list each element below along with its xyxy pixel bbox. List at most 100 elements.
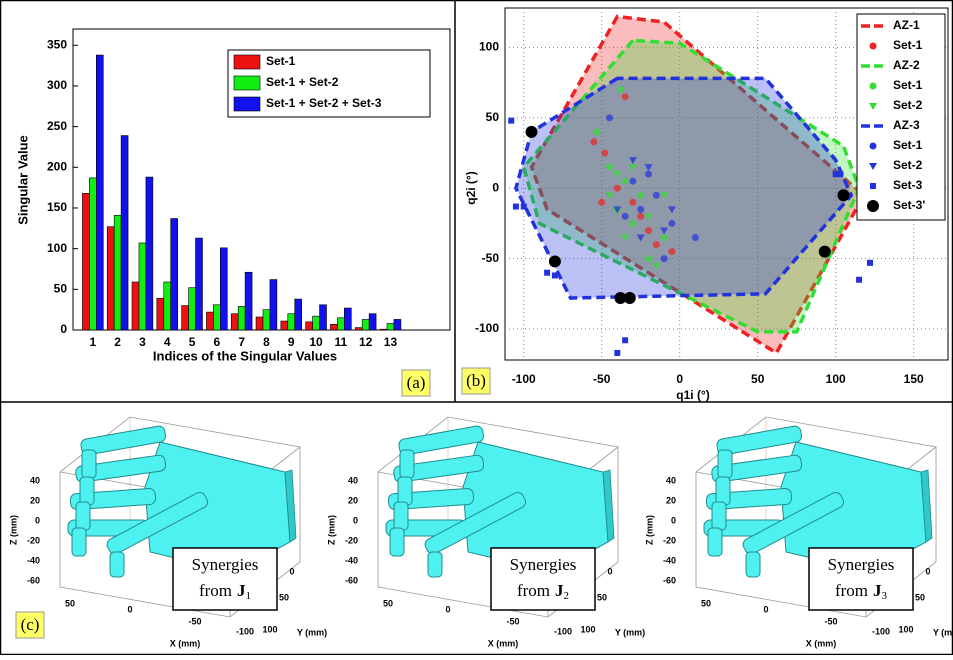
z-tick-label: 40 [30,475,40,485]
point [590,138,597,145]
bar [164,282,171,330]
x-tick-label: -100 [512,372,536,386]
y-tick-label: 100 [47,241,67,255]
x-tick-label: 11 [335,335,348,349]
legend-label: Set-1 + Set-2 [266,75,339,89]
legend-label: AZ-1 [893,18,920,32]
legend-label: Set-1 [266,54,296,68]
y-tick-label: 250 [47,119,67,133]
bar [263,310,270,330]
figure: 05010015020025030035012345678910111213In… [0,0,953,655]
bar [121,136,128,330]
bar [306,322,313,330]
z-tick-label: -20 [345,535,358,545]
bar [330,324,337,330]
point [549,255,561,267]
legend-swatch [870,143,877,150]
point [606,114,613,121]
x-tick-label: -50 [593,372,611,386]
caption-line: fromJ3 [835,581,888,602]
point [622,337,628,343]
point [614,350,620,356]
y-tick-label: 50 [279,592,289,602]
x-tick-label: 6 [214,335,221,349]
y-tick-label: -50 [482,251,500,265]
x-tick-label: 0 [445,604,450,614]
y-axis-label: Y (mm) [615,627,645,637]
z-tick-label: -20 [27,535,40,545]
x-tick-label: 100 [826,372,846,386]
point [601,150,608,157]
z-tick-label: 40 [348,475,358,485]
x-axis-label: X (mm) [170,638,201,648]
z-tick-label: -40 [663,555,676,565]
z-tick-label: -40 [27,555,40,565]
point [617,86,624,93]
x-axis-label: X (mm) [488,638,519,648]
y-tick-label: 50 [54,281,68,295]
y-tick-label: 100 [898,624,913,634]
y-tick-label: 300 [47,78,67,92]
bar [245,272,252,330]
bar [220,248,227,330]
y-tick-label: 0 [492,180,499,194]
legend-marker [870,83,877,90]
bar [362,319,369,330]
z-tick-label: 0 [35,515,40,525]
point [622,93,629,100]
point [594,128,601,135]
legend-swatch [234,76,260,90]
bar [96,55,103,330]
y-tick-label: 100 [580,624,595,634]
z-tick-label: 20 [30,495,40,505]
y-axis-label: Y (mm) [297,627,327,637]
bar [281,321,288,330]
x-axis-label: X (mm) [806,638,837,648]
z-tick-label: 0 [353,515,358,525]
z-tick-label: 40 [666,475,676,485]
z-axis-label: Z (mm) [644,515,654,545]
x-tick-label: 10 [309,335,323,349]
point [637,213,644,220]
legend-label: Set-1 [893,78,923,92]
legend-label: Set-2 [893,158,923,172]
point [837,189,849,201]
caption-index: 3 [882,590,888,602]
x-tick-label: -50 [824,616,837,626]
point [513,204,519,210]
y-axis-label: Singular Value [15,135,30,225]
x-axis-label: q1i (°) [676,388,709,402]
point [614,185,621,192]
x-tick-label: 150 [904,372,924,386]
x-axis-label: Indices of the Singular Values [153,348,337,363]
point [692,234,699,241]
bar [171,219,178,330]
bar [380,329,387,330]
point [526,126,538,138]
bar [344,308,351,330]
point [508,118,514,124]
legend-marker [870,143,877,150]
point [668,220,675,227]
caption-line: fromJ2 [517,581,569,602]
bar [387,323,394,330]
panel-label: (a) [407,373,426,392]
legend-swatch [234,55,260,69]
y-tick-label: 0 [925,566,930,576]
bar [369,314,376,330]
z-tick-label: -20 [663,535,676,545]
x-tick-label: 13 [384,335,398,349]
bar [213,305,220,330]
z-tick-label: 20 [348,495,358,505]
bar [189,288,196,330]
bar [146,177,153,330]
z-tick-label: -60 [345,575,358,585]
z-tick-label: -60 [27,575,40,585]
bar [196,238,203,330]
y-tick-label: 0 [607,566,612,576]
bar [132,282,139,330]
x-tick-label: 50 [383,598,393,608]
x-tick-label: 1 [89,335,96,349]
y-tick-label: 50 [915,592,925,602]
